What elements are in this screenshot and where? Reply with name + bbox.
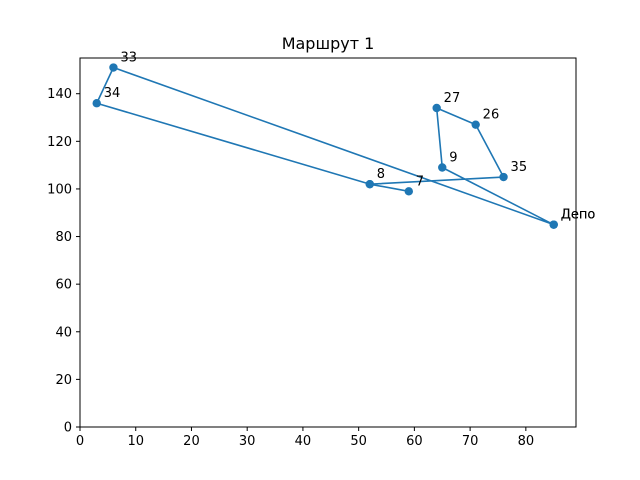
chart-title: Маршрут 1 [282,34,375,53]
point-label: 8 [377,167,385,182]
route-point [365,179,374,189]
route-point [549,220,558,229]
route-point [499,172,508,182]
point-label: 9 [449,151,457,166]
y-tick-label: 0 [64,421,72,436]
x-tick-label: 0 [76,434,84,449]
y-tick-label: 60 [55,278,72,293]
y-tick-label: 80 [55,230,72,245]
point-label: 34 [104,86,121,101]
y-tick-label: 140 [47,87,72,102]
y-tick-label: 40 [55,325,72,340]
point-label: Депо [561,208,596,223]
route-point [432,103,441,113]
x-tick-label: 70 [462,434,479,449]
plot-area: 0 10 20 30 40 50 60 70 80 0 20 40 60 80 100 120 140 Депо 9… [47,51,595,449]
y-tick-label: 20 [55,373,72,388]
point-label: 35 [511,160,528,175]
x-tick-label: 50 [350,434,367,449]
point-label: Депо [561,208,596,223]
route-point [438,163,447,172]
x-tick-label: 10 [127,434,144,449]
route-point [109,63,118,72]
route-point [92,99,101,108]
axes-frame [79,57,577,428]
point-label: 33 [120,51,137,66]
point-label: 27 [444,91,461,106]
x-tick-label: 60 [406,434,423,449]
y-tick-label: 100 [47,182,72,197]
route-point [471,120,480,129]
x-tick-label: 30 [239,434,256,449]
y-tick-label: 120 [47,135,72,150]
point-label: 7 [416,174,424,189]
route-point [404,187,414,196]
point-label: 26 [483,108,500,123]
route-line [95,66,555,226]
x-tick-label: 40 [295,434,312,449]
x-tick-label: 20 [183,434,200,449]
x-tick-label: 80 [518,434,535,449]
